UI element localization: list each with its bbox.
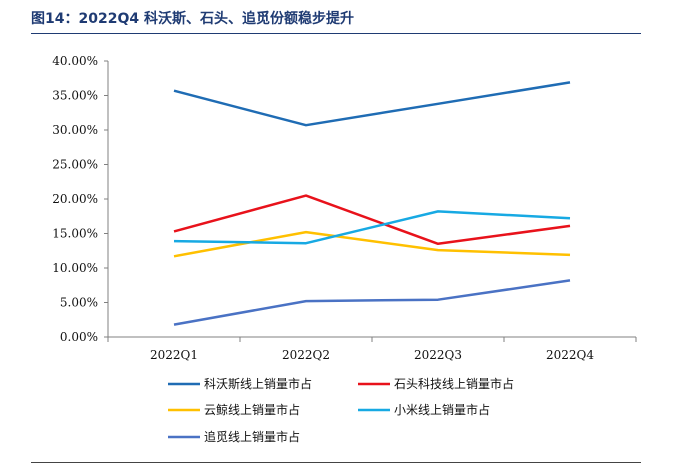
series-lines	[173, 81, 571, 326]
y-tick-label: 10.00%	[52, 261, 98, 275]
y-tick-label: 20.00%	[52, 192, 98, 206]
series-line-5	[173, 279, 571, 326]
x-tick-label: 2022Q2	[282, 348, 330, 362]
series-line-4	[173, 210, 571, 245]
y-axis-ticks: 0.00% 5.00% 10.00% 15.00% 20.00% 25.00% 30.00%…	[52, 54, 108, 344]
x-axis-ticks: 2022Q1 2022Q2 2022Q3 2022Q4	[107, 337, 637, 362]
x-tick-label: 2022Q3	[414, 348, 462, 362]
legend-label: 小米线上销量市占	[394, 402, 490, 417]
legend-label: 追觅线上销量市占	[204, 429, 300, 444]
title-divider	[31, 33, 641, 34]
y-tick-label: 35.00%	[52, 89, 98, 103]
legend-label: 石头科技线上销量市占	[394, 376, 514, 391]
y-tick-label: 40.00%	[52, 54, 98, 68]
y-tick-label: 5.00%	[60, 296, 98, 310]
legend-label: 科沃斯线上销量市占	[204, 376, 312, 391]
figure-title: 图14：2022Q4 科沃斯、石头、追觅份额稳步提升	[31, 11, 354, 27]
x-tick-label: 2022Q1	[150, 348, 198, 362]
y-tick-label: 15.00%	[52, 227, 98, 241]
series-line-1	[173, 81, 571, 127]
y-tick-label: 25.00%	[52, 158, 98, 172]
x-tick-label: 2022Q4	[546, 348, 594, 362]
series-line-2	[173, 194, 571, 246]
legend-label: 云鲸线上销量市占	[204, 402, 300, 417]
y-tick-label: 0.00%	[60, 330, 98, 344]
footer-divider	[31, 462, 641, 463]
series-line-3	[173, 230, 571, 258]
chart-axes	[107, 61, 636, 338]
y-tick-label: 30.00%	[52, 123, 98, 137]
